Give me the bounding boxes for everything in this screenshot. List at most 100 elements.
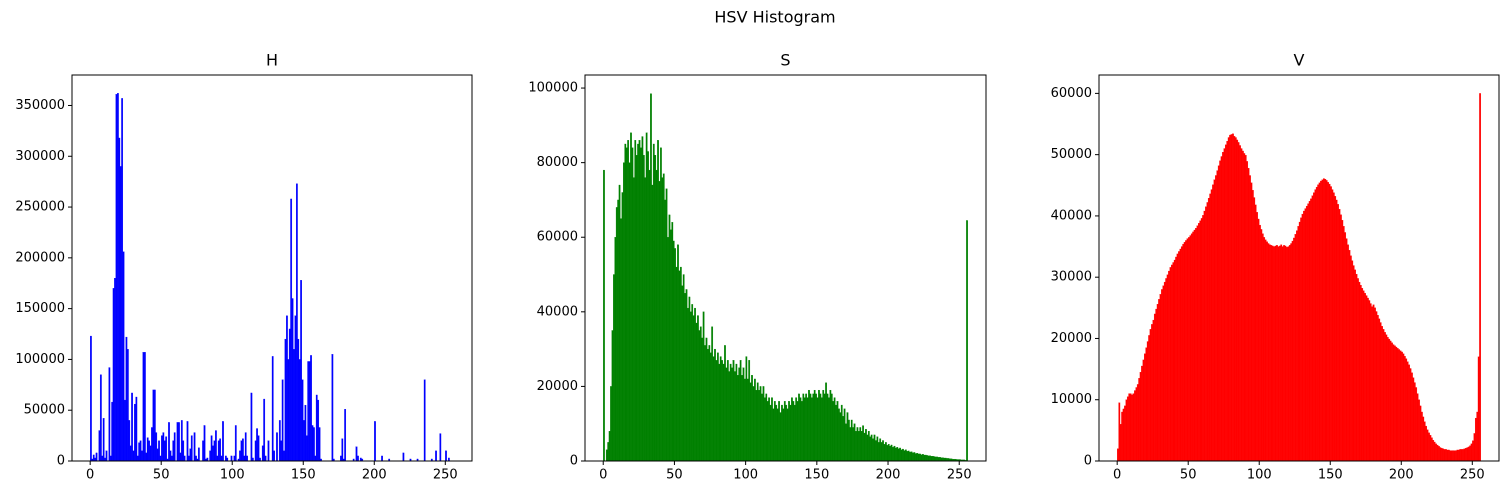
- bar: [1432, 440, 1435, 462]
- bar: [749, 382, 752, 462]
- bar: [1251, 190, 1254, 462]
- bar: [966, 220, 968, 462]
- bar: [124, 399, 126, 462]
- bar: [783, 401, 786, 462]
- bar: [1376, 315, 1379, 462]
- bar: [1212, 184, 1214, 462]
- bar: [1146, 341, 1149, 462]
- bar: [1313, 192, 1315, 462]
- bar: [1144, 353, 1146, 462]
- bar: [1322, 178, 1325, 462]
- bar: [637, 143, 639, 462]
- bar: [115, 94, 118, 462]
- bar: [708, 345, 711, 462]
- bar: [1402, 353, 1405, 462]
- bar: [667, 237, 669, 462]
- bar: [303, 420, 305, 462]
- bar: [806, 397, 809, 462]
- bar: [90, 335, 92, 462]
- bar: [1403, 356, 1406, 462]
- bar: [1456, 449, 1459, 462]
- y-tick-label: 0: [1084, 454, 1092, 469]
- bar: [1175, 256, 1177, 462]
- bar: [121, 98, 124, 462]
- bar: [1243, 153, 1246, 462]
- bar: [863, 432, 866, 462]
- bar: [1379, 322, 1382, 462]
- bar: [1422, 416, 1425, 462]
- bar: [731, 367, 733, 462]
- bar: [870, 434, 873, 462]
- bar: [135, 396, 138, 462]
- bar: [301, 379, 304, 462]
- bar: [670, 229, 672, 462]
- bar: [1273, 246, 1276, 462]
- bar: [1479, 93, 1481, 462]
- bar: [1199, 220, 1202, 462]
- bar: [1421, 411, 1423, 462]
- bar: [726, 360, 729, 462]
- bar: [1155, 308, 1158, 462]
- bar: [1253, 197, 1256, 462]
- bar: [1305, 205, 1308, 462]
- bar: [1394, 345, 1396, 462]
- bar: [163, 440, 166, 462]
- bar: [862, 425, 864, 462]
- bar: [728, 371, 731, 462]
- bar: [755, 389, 758, 462]
- bar: [1178, 251, 1180, 462]
- bar: [607, 442, 610, 462]
- axes-frame: [1098, 74, 1500, 462]
- bar: [134, 403, 136, 462]
- bar: [1266, 241, 1268, 462]
- bar: [1234, 137, 1237, 462]
- bar: [129, 445, 132, 462]
- bar: [1217, 165, 1220, 462]
- bar: [1433, 441, 1436, 462]
- bar: [1297, 226, 1300, 462]
- bar: [1367, 297, 1369, 462]
- bar: [1226, 141, 1229, 462]
- bar: [856, 427, 859, 462]
- bar: [1244, 155, 1247, 462]
- bar: [288, 328, 291, 462]
- bar: [1374, 307, 1376, 462]
- bar: [315, 394, 318, 462]
- bar: [1293, 237, 1295, 462]
- bar: [758, 389, 761, 462]
- bar: [920, 454, 923, 462]
- bar: [297, 338, 300, 462]
- bar: [111, 401, 114, 462]
- bar: [672, 240, 675, 462]
- bar: [932, 456, 934, 462]
- bar: [1321, 179, 1324, 462]
- bar: [1352, 265, 1355, 462]
- bar: [216, 455, 219, 462]
- bar: [217, 440, 220, 462]
- bar: [203, 425, 206, 462]
- bar: [1345, 238, 1348, 462]
- bar: [138, 442, 141, 462]
- bar: [263, 398, 266, 462]
- bar: [402, 452, 405, 462]
- bar: [825, 382, 827, 462]
- bar: [877, 442, 880, 462]
- bar: [1126, 396, 1129, 462]
- bar: [1412, 377, 1415, 462]
- bar: [1325, 180, 1328, 462]
- bar: [875, 440, 877, 462]
- bar: [795, 397, 798, 462]
- bar: [906, 451, 909, 462]
- bar: [1145, 347, 1148, 462]
- bar: [1347, 244, 1349, 462]
- bar: [261, 445, 264, 462]
- bar: [904, 449, 907, 462]
- bar: [620, 218, 622, 462]
- bar: [1182, 243, 1185, 462]
- bar: [603, 169, 605, 462]
- bar: [344, 409, 347, 462]
- bar: [1179, 248, 1182, 462]
- bar: [1276, 245, 1278, 462]
- bar: [151, 427, 153, 462]
- bar: [1188, 237, 1190, 462]
